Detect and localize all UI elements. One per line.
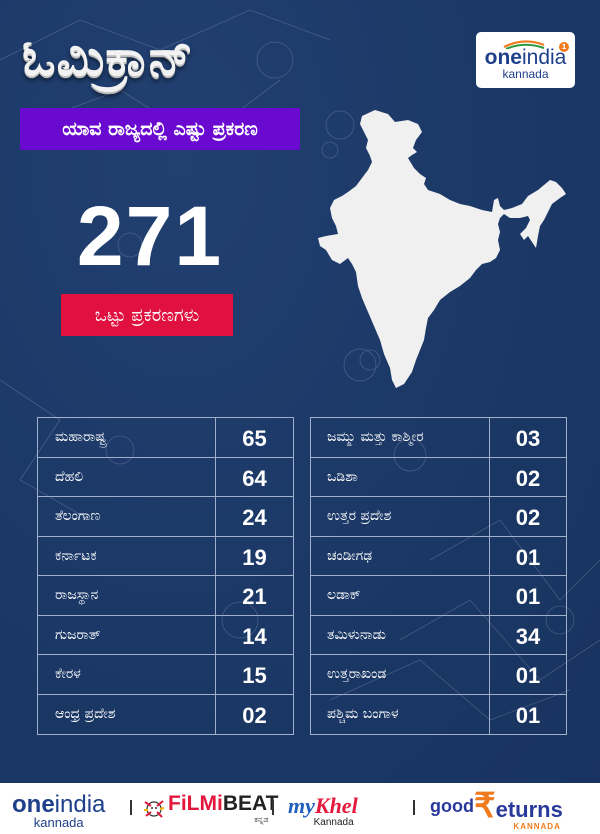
subtitle-text: ಯಾವ ರಾಜ್ಯದಲ್ಲಿ ಎಷ್ಟು ಪ್ರಕರಣ (62, 118, 258, 140)
case-count: 02 (242, 703, 267, 729)
footer-separator (413, 800, 415, 815)
footer-mykhel-logo[interactable]: myKhel Kannada (288, 783, 358, 834)
footer-goodreturns-logo[interactable]: good₹eturns KANNADA (430, 783, 563, 834)
infographic-canvas: ಓಮಿಕ್ರಾನ್ ಯಾವ ರಾಜ್ಯದಲ್ಲಿ ಎಷ್ಟು ಪ್ರಕರಣ 27… (0, 0, 600, 783)
case-count: 21 (242, 584, 267, 610)
case-count: 34 (515, 623, 541, 649)
logo-subtitle: kannada (502, 66, 549, 81)
case-count: 01 (515, 663, 541, 689)
logo-badge: 1 (559, 42, 569, 52)
total-cases-badge: ಒಟ್ಟು ಪ್ರಕರಣಗಳು (61, 294, 233, 336)
state-name: ಒಡಿಶಾ (311, 457, 490, 496)
subtitle-badge: ಯಾವ ರಾಜ್ಯದಲ್ಲಿ ಎಷ್ಟು ಪ್ರಕರಣ (20, 108, 300, 150)
footer-oneindia-bold: one (12, 791, 55, 818)
state-name: ಗುಜರಾತ್ (38, 615, 216, 654)
footer-oneindia-regular: india (54, 791, 106, 818)
table-row: ಜಮ್ಮು ಮತ್ತು ಕಾಶ್ಮೀರ 03 (311, 418, 566, 458)
filmibeat-mascot-icon (144, 799, 165, 818)
state-name: ಮಹಾರಾಷ್ಟ್ರ (38, 418, 216, 457)
mykhel-part1: my (288, 793, 315, 818)
state-name: ಜಮ್ಮು ಮತ್ತು ಕಾಶ್ಮೀರ (311, 418, 490, 457)
state-name: ರಾಜಸ್ಥಾನ (38, 576, 216, 615)
table-row: ತಮಿಳುನಾಡು 34 (311, 615, 566, 655)
footer-oneindia-wordmark: oneindia (12, 791, 106, 818)
table-row: ಆಂಧ್ರ ಪ್ರದೇಶ 02 (38, 694, 293, 734)
table-row: ಉತ್ತರ ಪ್ರದೇಶ 02 (311, 497, 566, 537)
state-name: ಕರ್ನಾಟಕ (38, 536, 216, 575)
india-map-icon (318, 110, 566, 388)
table-row: ಲಡಾಕ್ 01 (311, 576, 566, 616)
state-name: ಲಡಾಕ್ (311, 576, 490, 615)
footer-mykhel-wordmark: myKhel (288, 795, 358, 817)
state-name: ತಮಿಳುನಾಡು (311, 615, 490, 654)
state-name: ಉತ್ತರ ಪ್ರದೇಶ (311, 497, 490, 536)
logo-wordmark-regular: india (521, 45, 567, 69)
footer-goodreturns-sub: KANNADA (513, 822, 561, 831)
case-count: 02 (515, 465, 541, 491)
state-name: ಆಂಧ್ರ ಪ್ರದೇಶ (38, 694, 216, 734)
case-count: 64 (242, 465, 267, 491)
filmibeat-part2: BEAT (222, 791, 279, 815)
footer-oneindia-logo[interactable]: oneindia kannada (12, 783, 105, 834)
case-count: 24 (242, 505, 267, 531)
table-row: ತೆಲಂಗಾಣ 24 (38, 497, 293, 537)
state-cases-table-left: ಮಹಾರಾಷ್ಟ್ರ 65 ದೆಹಲಿ 64 ತೆಲಂಗಾಣ 24 ಕರ್ನಾಟಕ 19… (37, 417, 294, 735)
table-row: ರಾಜಸ್ಥಾನ 21 (38, 576, 293, 616)
state-name: ಪಶ್ಚಿಮ ಬಂಗಾಳ (311, 694, 490, 734)
case-count: 15 (242, 663, 267, 689)
table-row: ಮಹಾರಾಷ್ಟ್ರ 65 (38, 418, 293, 458)
logo-wordmark: oneindia (484, 45, 567, 69)
footer-separator (272, 800, 274, 815)
state-name: ಚಂಡೀಗಢ (311, 536, 490, 575)
case-count: 19 (242, 544, 267, 570)
filmibeat-part1: FiLMi (168, 791, 223, 815)
case-count: 03 (515, 426, 541, 452)
goodreturns-part2: eturns (495, 797, 563, 822)
footer-oneindia-sub: kannada (33, 815, 84, 830)
table-row: ದೆಹಲಿ 64 (38, 457, 293, 497)
footer-separator (130, 800, 132, 815)
case-count: 01 (515, 584, 541, 610)
case-count: 14 (242, 623, 267, 649)
footer-filmibeat-sub: ಕನ್ನಡ (254, 814, 269, 824)
footer-filmibeat-wordmark: FiLMiBEAT (168, 791, 279, 815)
state-name: ದೆಹಲಿ (38, 457, 216, 496)
table-row: ಕರ್ನಾಟಕ 19 (38, 536, 293, 576)
state-cases-table-right: ಜಮ್ಮು ಮತ್ತು ಕಾಶ್ಮೀರ 03 ಒಡಿಶಾ 02 ಉತ್ತರ ಪ್ರದ… (310, 417, 567, 735)
table-row: ಕೇರಳ 15 (38, 655, 293, 695)
total-cases-label: ಒಟ್ಟು ಪ್ರಕರಣಗಳು (94, 304, 200, 326)
table-row: ಉತ್ತರಾಖಂಡ 01 (311, 655, 566, 695)
logo-wordmark-bold: one (484, 45, 522, 69)
table-row: ಪಶ್ಚಿಮ ಬಂಗಾಳ 01 (311, 694, 566, 734)
case-count: 01 (515, 544, 541, 570)
footer-goodreturns-wordmark: good₹eturns (430, 789, 563, 823)
table-row: ಒಡಿಶಾ 02 (311, 457, 566, 497)
footer-mykhel-sub: Kannada (313, 817, 354, 828)
rupee-icon: ₹ (473, 787, 496, 825)
case-count: 01 (515, 703, 541, 729)
page-title: ಓಮಿಕ್ರಾನ್ (22, 29, 194, 87)
case-count: 02 (515, 505, 541, 531)
tricolor-arc-icon (503, 40, 545, 49)
total-cases-number: 271 (76, 189, 224, 283)
goodreturns-part1: good (430, 796, 474, 816)
footer-filmibeat-logo[interactable]: FiLMiBEAT ಕನ್ನಡ (143, 783, 278, 834)
state-name: ಕೇರಳ (38, 655, 216, 694)
state-name: ತೆಲಂಗಾಣ (38, 497, 216, 536)
virus-network-background (0, 9, 600, 721)
state-name: ಉತ್ತರಾಖಂಡ (311, 655, 490, 694)
table-row: ಗುಜರಾತ್ 14 (38, 615, 293, 655)
table-row: ಚಂಡೀಗಢ 01 (311, 536, 566, 576)
case-count: 65 (242, 426, 267, 452)
oneindia-kannada-logo: 1 oneindia kannada (476, 32, 575, 88)
mykhel-part2: Khel (314, 793, 358, 818)
footer-brand-bar: oneindia kannada FiLMiBEAT ಕನ್ನಡ myKhel … (0, 783, 600, 834)
